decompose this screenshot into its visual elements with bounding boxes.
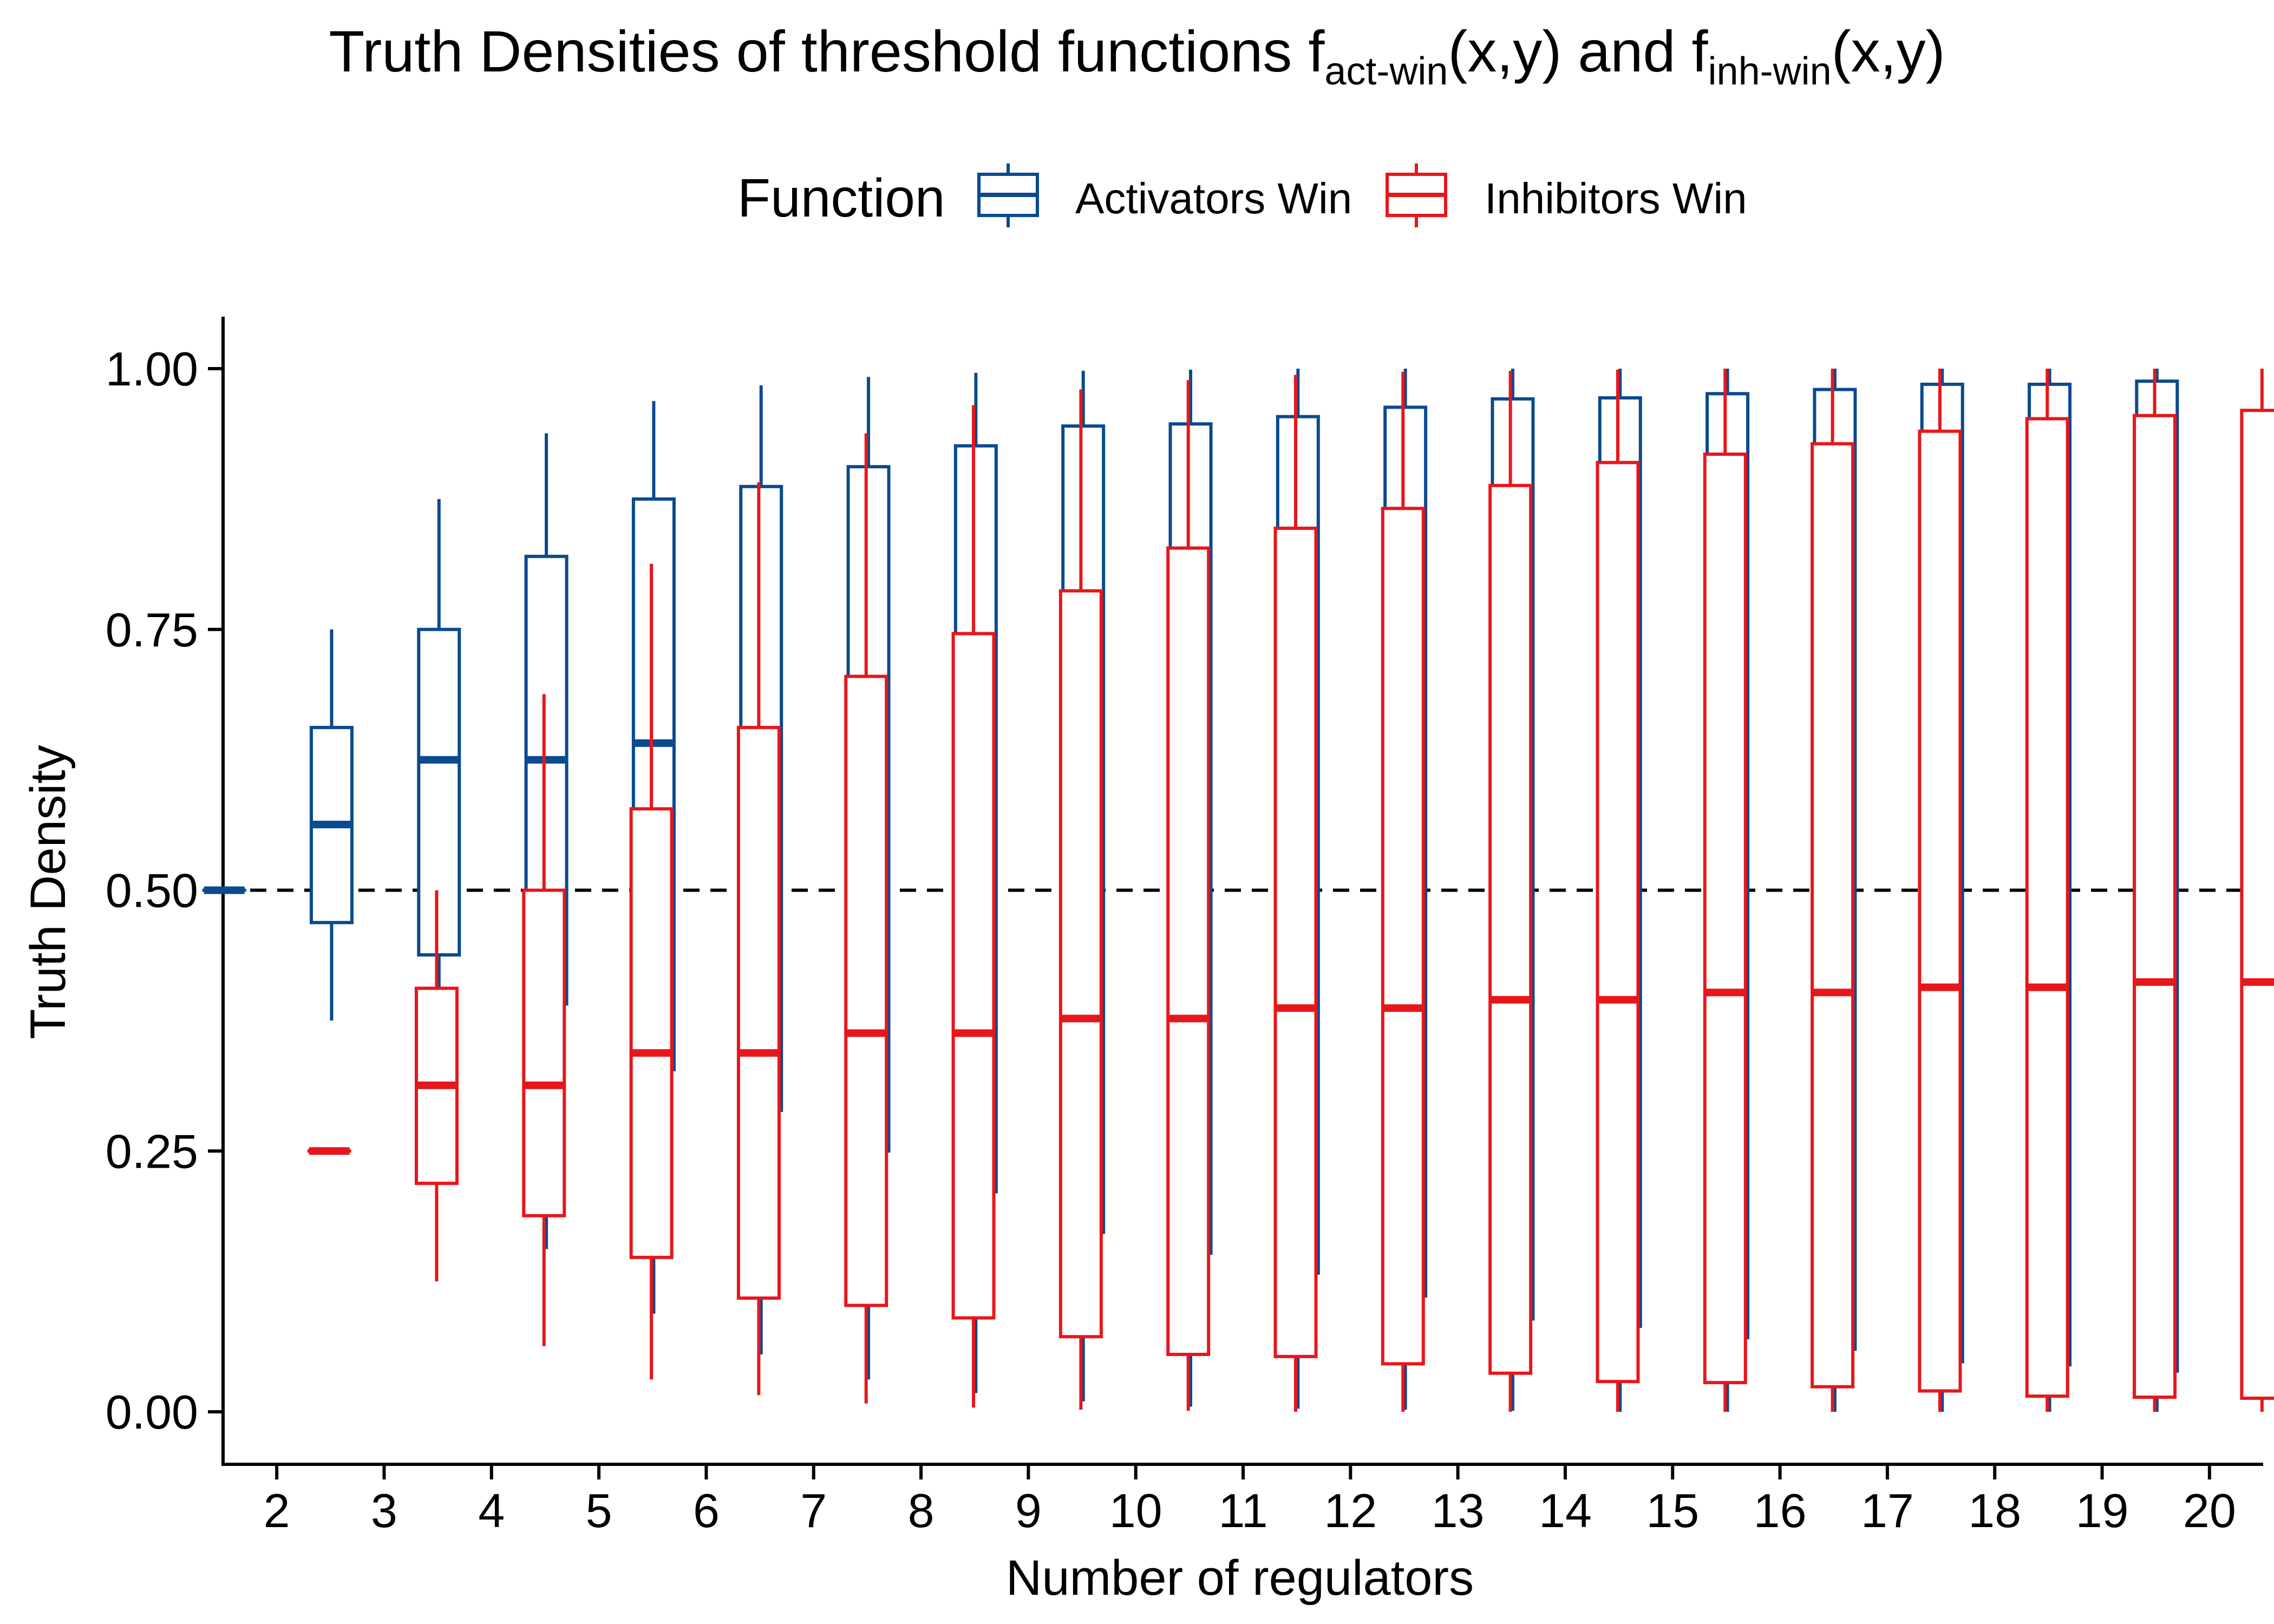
box-inhibitors-win <box>844 675 888 1307</box>
x-tick-label: 20 <box>2183 1484 2236 1537</box>
x-tick-label: 7 <box>800 1484 827 1537</box>
box-inhibitors-win <box>1703 453 1747 1385</box>
y-tick-label: 0.25 <box>106 1124 198 1178</box>
legend-label-activators: Activators Win <box>1075 174 1352 222</box>
x-tick-label: 2 <box>264 1484 290 1537</box>
x-tick-label: 11 <box>1218 1484 1267 1537</box>
x-tick-label: 8 <box>908 1484 935 1537</box>
box-inhibitors-win <box>1811 442 1855 1389</box>
x-axis-title: Number of regulators <box>1006 1550 1474 1606</box>
legend-label-inhibitors: Inhibitors Win <box>1485 174 1747 222</box>
box-inhibitors-win <box>2240 409 2274 1400</box>
plot-area: 0.00 0.25 0.50 0.75 1.00 2 3 4 5 6 7 8 9 10 11 12 13 14 15… <box>106 317 2274 1537</box>
box-inhibitors-win <box>1273 526 1318 1358</box>
x-tick-label: 3 <box>371 1484 397 1537</box>
box-inhibitors-win <box>1166 546 1211 1357</box>
box-inhibitors-win <box>2133 414 2177 1399</box>
x-tick-label: 13 <box>1432 1484 1485 1537</box>
box-inhibitors-win <box>1058 589 1103 1339</box>
box-inhibitors-win <box>736 725 781 1300</box>
legend-title: Function <box>737 168 945 228</box>
x-tick-label: 4 <box>478 1484 505 1537</box>
x-tick-label: 19 <box>2076 1484 2129 1537</box>
legend-key-activators <box>977 163 1039 227</box>
box-inhibitors-win <box>1488 483 1533 1375</box>
box-inhibitors-win <box>1596 461 1640 1384</box>
box-activators-win <box>417 627 461 957</box>
x-tick-label: 15 <box>1646 1484 1699 1537</box>
y-tick-label: 1.00 <box>106 342 198 396</box>
box-inhibitors-win <box>629 807 674 1259</box>
x-tick-label: 5 <box>586 1484 612 1537</box>
box-inhibitors-win <box>1918 429 1962 1393</box>
y-tick-label: 0.50 <box>106 864 198 918</box>
x-tick-label: 16 <box>1754 1484 1807 1537</box>
x-tick-label: 12 <box>1324 1484 1377 1537</box>
legend: Function Activators Win Inhibitors Win <box>737 163 1747 228</box>
box-inhibitors-win <box>1381 507 1425 1366</box>
box-inhibitors-win <box>951 632 996 1320</box>
x-tick-label: 18 <box>1968 1484 2021 1537</box>
box-inhibitors-win <box>2025 417 2069 1398</box>
legend-key-inhibitors <box>1386 163 1447 227</box>
x-tick-label: 9 <box>1015 1484 1042 1537</box>
box-inhibitors-win <box>522 888 566 1217</box>
y-tick-label: 0.75 <box>106 603 198 657</box>
y-axis-title: Truth Density <box>21 745 76 1039</box>
x-tick-label: 10 <box>1109 1484 1162 1537</box>
x-tick-label: 14 <box>1539 1484 1592 1537</box>
x-tick-label: 17 <box>1861 1484 1914 1537</box>
x-tick-label: 6 <box>693 1484 720 1537</box>
y-tick-label: 0.00 <box>106 1385 198 1439</box>
chart-title: Truth Densities of threshold functions f… <box>329 18 1945 93</box>
